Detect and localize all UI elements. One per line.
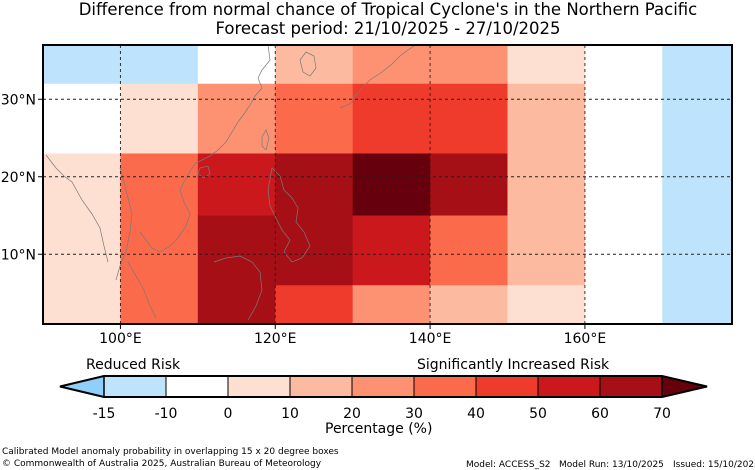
heatmap-cell	[120, 215, 199, 286]
heatmap-cell	[275, 215, 354, 286]
heatmap-cell	[120, 285, 199, 325]
heatmap-cell	[507, 45, 586, 85]
footer-description: Calibrated Model anomaly probability in …	[2, 447, 339, 457]
heatmap-cell	[584, 153, 663, 216]
heatmap-cell	[43, 83, 121, 154]
colorbar-segment	[413, 375, 477, 398]
x-tick-label: 140°E	[409, 331, 452, 347]
heatmap-cell	[197, 45, 276, 85]
heatmap-cell	[507, 215, 586, 286]
heatmap-cell	[197, 285, 276, 325]
colorbar-segment	[227, 375, 291, 398]
heatmap-cell	[197, 83, 276, 154]
colorbar-tick-label: 40	[467, 406, 485, 422]
coastline-philippines	[267, 167, 311, 263]
heatmap-cell	[662, 83, 733, 154]
colorbar-tick-label: 70	[653, 406, 671, 422]
colorbar-over-arrow	[661, 375, 708, 398]
heatmap-cell	[197, 153, 276, 216]
heatmap-cell	[43, 153, 121, 216]
heatmap-cell	[584, 83, 663, 154]
heatmap-cell	[352, 215, 431, 286]
coastline-taiwan	[261, 129, 270, 151]
coastline-malaya	[127, 261, 157, 319]
coastline-myanmar	[45, 154, 109, 263]
coastline-japan	[339, 45, 415, 109]
colorbar-frame	[59, 375, 708, 398]
heatmap-cell	[430, 153, 508, 216]
colorbar-segment	[599, 375, 663, 398]
footer-model-run: Model Run: 13/10/2025	[559, 460, 664, 470]
graticule	[43, 45, 732, 324]
heatmap-cell	[662, 215, 733, 286]
colorbar-segment	[351, 375, 415, 398]
colorbar-segment	[103, 375, 167, 398]
heatmap-cell	[120, 83, 199, 154]
coastline-china	[191, 44, 271, 169]
colorbar-tick-label: -15	[92, 406, 116, 422]
heatmap-cell	[197, 215, 276, 286]
colorbar-segment	[475, 375, 539, 398]
heatmap-cell	[584, 45, 663, 85]
coastline-borneo	[213, 255, 263, 321]
x-tick-label: 160°E	[564, 331, 607, 347]
chart-title: Difference from normal chance of Tropica…	[78, 0, 698, 19]
colorbar-right-label: Significantly Increased Risk	[417, 357, 610, 373]
coastline-hainan	[197, 165, 211, 179]
heatmap-cell	[352, 153, 431, 216]
map-frame	[42, 44, 733, 325]
colorbar-tick-label: 60	[591, 406, 609, 422]
colorbar-segment	[289, 375, 353, 398]
heatmap-cell	[430, 215, 508, 286]
heatmap-cell	[507, 153, 586, 216]
heatmap-cell	[584, 285, 663, 325]
heatmap-cell	[430, 83, 508, 154]
coastline-korea	[299, 51, 317, 77]
colorbar-left-label: Reduced Risk	[86, 357, 181, 373]
colorbar-axis-label: Percentage (%)	[325, 421, 433, 437]
footer-issued: Issued: 15/10/2025	[673, 460, 755, 470]
heatmap-cell	[275, 153, 354, 216]
coastline	[45, 44, 415, 321]
colorbar-segment	[165, 375, 229, 398]
heatmap-cell	[275, 285, 354, 325]
heatmap-cell	[352, 83, 431, 154]
chart-subtitle: Forecast period: 21/10/2025 - 27/10/2025	[215, 19, 561, 38]
x-tick-label: 120°E	[254, 331, 297, 347]
heatmap-cell	[120, 153, 199, 216]
colorbar-tick-label: -10	[154, 406, 178, 422]
heatmap-cell	[662, 153, 733, 216]
heatmap-cell	[43, 215, 121, 286]
y-tick-label: 10°N	[1, 247, 36, 263]
heatmap-cell	[662, 285, 733, 325]
footer-copyright: © Commonwealth of Australia 2025, Austra…	[2, 459, 322, 469]
y-tick-label: 20°N	[1, 170, 36, 186]
footer-model: Model: ACCESS_S2	[466, 460, 551, 470]
x-tick-label: 100°E	[99, 331, 142, 347]
heatmap-cell	[507, 83, 586, 154]
colorbar-tick-label: 0	[223, 406, 233, 422]
heatmap-cell	[352, 285, 431, 325]
y-tick-label: 30°N	[1, 92, 36, 108]
heatmap-cell	[275, 45, 354, 85]
heatmap-cell	[507, 285, 586, 325]
heatmap-cell	[584, 215, 663, 286]
coastline-indochina	[115, 167, 193, 281]
heatmap-cell	[430, 285, 508, 325]
colorbar-tick-label: 30	[405, 406, 423, 422]
heatmap-cell	[430, 45, 508, 85]
heatmap-cell	[275, 83, 354, 154]
colorbar-tick-label: 10	[281, 406, 299, 422]
heatmap-cell	[662, 45, 733, 85]
colorbar-tick-label: 20	[343, 406, 361, 422]
heatmap-cell	[43, 285, 121, 325]
colorbar-segment	[537, 375, 601, 398]
colorbar-tick-label: 50	[529, 406, 547, 422]
colorbar-under-arrow	[59, 375, 105, 398]
